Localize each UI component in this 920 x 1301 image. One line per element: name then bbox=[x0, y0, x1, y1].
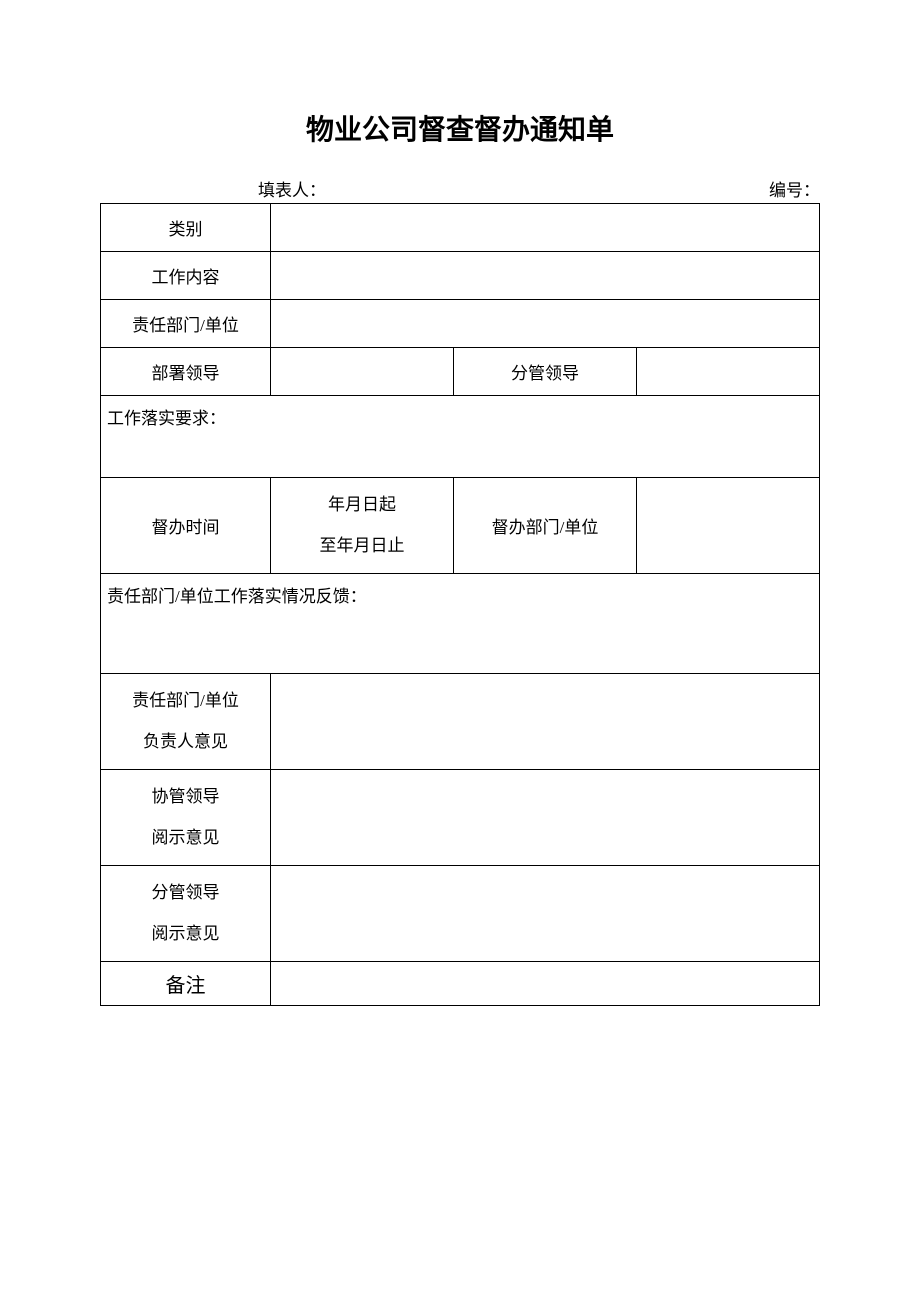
label-supervise-time: 督办时间 bbox=[101, 478, 271, 574]
dept-head-l1: 责任部门/单位 bbox=[105, 681, 266, 722]
label-dept-head-opinion: 责任部门/单位 负责人意见 bbox=[101, 674, 271, 770]
label-remark: 备注 bbox=[101, 962, 271, 1006]
value-assist-leader bbox=[271, 770, 820, 866]
form-container: 物业公司督查督办通知单 填表人： 编号： 类别 工作内容 责任部门/单位 部署领… bbox=[100, 108, 820, 1006]
header-row: 填表人： 编号： bbox=[100, 176, 820, 201]
label-work-requirement: 工作落实要求： bbox=[101, 396, 820, 478]
value-work-content bbox=[271, 252, 820, 300]
label-manage-leader-opinion: 分管领导 阅示意见 bbox=[101, 866, 271, 962]
manage-leader-l2: 阅示意见 bbox=[105, 914, 266, 955]
assist-leader-l2: 阅示意见 bbox=[105, 818, 266, 859]
value-manage-leader bbox=[637, 348, 820, 396]
label-manage-leader: 分管领导 bbox=[454, 348, 637, 396]
value-category bbox=[271, 204, 820, 252]
value-supervise-time: 年月日起 至年月日止 bbox=[271, 478, 454, 574]
label-responsible-dept: 责任部门/单位 bbox=[101, 300, 271, 348]
value-deploy-leader bbox=[271, 348, 454, 396]
label-work-content: 工作内容 bbox=[101, 252, 271, 300]
label-deploy-leader: 部署领导 bbox=[101, 348, 271, 396]
value-manage-leader-opinion bbox=[271, 866, 820, 962]
date-from: 年月日起 bbox=[275, 485, 449, 526]
value-dept-head-opinion bbox=[271, 674, 820, 770]
manage-leader-l1: 分管领导 bbox=[105, 873, 266, 914]
value-responsible-dept bbox=[271, 300, 820, 348]
filler-label: 填表人： bbox=[258, 176, 769, 201]
label-supervise-dept: 督办部门/单位 bbox=[454, 478, 637, 574]
label-assist-leader: 协管领导 阅示意见 bbox=[101, 770, 271, 866]
value-supervise-dept bbox=[637, 478, 820, 574]
value-remark bbox=[271, 962, 820, 1006]
form-table: 类别 工作内容 责任部门/单位 部署领导 分管领导 工作落实要求： 督办时间 年… bbox=[100, 203, 820, 1006]
date-to: 至年月日止 bbox=[275, 526, 449, 567]
label-category: 类别 bbox=[101, 204, 271, 252]
label-feedback: 责任部门/单位工作落实情况反馈： bbox=[101, 574, 820, 674]
form-title: 物业公司督查督办通知单 bbox=[100, 108, 820, 148]
dept-head-l2: 负责人意见 bbox=[105, 722, 266, 763]
number-label: 编号： bbox=[769, 176, 820, 201]
assist-leader-l1: 协管领导 bbox=[105, 777, 266, 818]
